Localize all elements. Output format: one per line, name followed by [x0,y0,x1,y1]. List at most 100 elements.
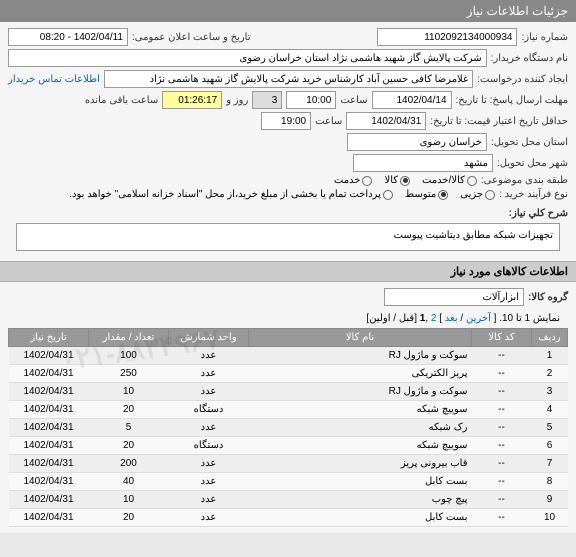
pager-prev: قبل [399,313,414,324]
validity-date-field: 1402/04/31 [346,112,426,130]
table-cell: پریز الکتریکی [249,365,472,383]
table-cell: 1402/04/31 [9,419,89,437]
pager-last[interactable]: آخرین [466,313,491,324]
table-cell: عدد [169,509,249,527]
table-cell: 5 [532,419,568,437]
table-cell: عدد [169,365,249,383]
table-cell: 8 [532,473,568,491]
table-cell: عدد [169,473,249,491]
buyer-field: شرکت پالایش گاز شهید هاشمی نژاد استان خر… [8,49,487,67]
table-cell: 1 [532,347,568,365]
table-cell: 4 [532,401,568,419]
process-opt-2[interactable]: پرداخت تمام یا بخشی از مبلغ خرید،از محل … [69,189,393,200]
table-cell: 10 [89,491,169,509]
table-cell: 1402/04/31 [9,491,89,509]
table-cell: 7 [532,455,568,473]
table-cell: 1402/04/31 [9,473,89,491]
remain-label: ساعت باقی مانده [85,95,158,106]
form-area: شماره نیاز: 1102092134000934 تاریخ و ساع… [0,22,576,261]
remain-time-field: 01:26:17 [162,91,222,109]
table-cell: 1402/04/31 [9,401,89,419]
validity-time-field: 19:00 [261,112,311,130]
pager: نمایش 1 تا 10. [ آخرین / بعد ] 2 ,1 [قبل… [8,309,568,328]
city-field: مشهد [353,154,493,172]
province-label: استان محل تحویل: [491,137,568,148]
page-title: جزئیات اطلاعات نیاز [467,4,568,18]
budget-opt-0[interactable]: کالا/خدمت [422,175,477,186]
table-cell: 20 [89,401,169,419]
validity-label: حداقل تاریخ اعتبار قیمت: تا تاریخ: [430,116,568,127]
page-header: جزئیات اطلاعات نیاز [0,0,576,22]
table-row[interactable]: 9--پیچ چوبعدد101402/04/31 [9,491,568,509]
table-cell: -- [472,419,532,437]
table-cell: رک شبکه [249,419,472,437]
deadline-time-field: 10:00 [286,91,336,109]
table-cell: سوییچ شبکه [249,401,472,419]
table-row[interactable]: 7--قاب بیرونی پریزعدد2001402/04/31 [9,455,568,473]
buyer-label: نام دستگاه خریدار: [491,53,568,64]
table-cell: 1402/04/31 [9,509,89,527]
table-cell: 20 [89,509,169,527]
process-opt-1[interactable]: متوسط [405,189,448,200]
days-label: روز و [226,95,248,106]
table-cell: -- [472,365,532,383]
table-cell: 2 [532,365,568,383]
group-field: ابزارآلات [384,288,524,306]
budget-radio-group: کالا/خدمت کالا خدمت [334,175,477,186]
table-cell: -- [472,401,532,419]
time-label-1: ساعت [340,95,367,106]
table-row[interactable]: 8--بست کابلعدد401402/04/31 [9,473,568,491]
announce-field: 1402/04/11 - 08:20 [8,28,128,46]
creator-label: ایجاد کننده درخواست: [477,74,568,85]
section-items-title: اطلاعات کالاهای مورد نیاز [0,261,576,282]
table-row[interactable]: 3--سوکت و ماژول RJعدد101402/04/31 [9,383,568,401]
table-cell: 6 [532,437,568,455]
table-row[interactable]: 4--سوییچ شبکهدستگاه201402/04/31 [9,401,568,419]
table-row[interactable]: 6--سوییچ شبکهدستگاه201402/04/31 [9,437,568,455]
table-cell: 200 [89,455,169,473]
city-label: شهر محل تحویل: [497,158,568,169]
need-no-label: شماره نیاز: [521,32,568,43]
table-cell: دستگاه [169,401,249,419]
process-opt-0[interactable]: جزیی [460,189,495,200]
table-cell: -- [472,491,532,509]
table-row[interactable]: 5--رک شبکهعدد51402/04/31 [9,419,568,437]
contact-link[interactable]: اطلاعات تماس خریدار [8,74,100,85]
table-cell: -- [472,437,532,455]
table-cell: 1402/04/31 [9,383,89,401]
table-cell: سوکت و ماژول RJ [249,383,472,401]
table-cell: 10 [89,383,169,401]
th-row: ردیف [532,329,568,347]
desc-box: تجهیزات شبکه مطابق دیتاشیت پیوست [16,223,560,251]
process-radio-group: جزیی متوسط پرداخت تمام یا بخشی از مبلغ خ… [69,189,495,200]
table-cell: 9 [532,491,568,509]
table-cell: 5 [89,419,169,437]
announce-label: تاریخ و ساعت اعلان عمومی: [132,32,251,43]
province-field: خراسان رضوی [347,133,487,151]
table-cell: 1402/04/31 [9,437,89,455]
need-no-field: 1102092134000934 [377,28,517,46]
days-field: 3 [252,91,282,109]
table-cell: دستگاه [169,437,249,455]
table-row[interactable]: 10--بست کابلعدد201402/04/31 [9,509,568,527]
deadline-date-field: 1402/04/14 [372,91,452,109]
table-cell: پیچ چوب [249,491,472,509]
deadline-label: مهلت ارسال پاسخ: تا تاریخ: [456,95,568,106]
pager-first: اولین [369,313,390,324]
budget-opt-2[interactable]: خدمت [334,175,373,186]
table-cell: 1402/04/31 [9,455,89,473]
desc-label: شرح کلي نياز: [509,208,568,219]
table-cell: عدد [169,455,249,473]
table-cell: -- [472,455,532,473]
table-cell: بست کابل [249,473,472,491]
pager-next[interactable]: بعد [445,313,458,324]
table-cell: 3 [532,383,568,401]
process-label: نوع فرآیند خرید : [499,189,568,200]
creator-field: غلامرضا کافی حسین آباد کارشناس خرید شرکت… [104,70,473,88]
budget-opt-1[interactable]: کالا [384,175,410,186]
table-cell: 10 [532,509,568,527]
table-cell: عدد [169,491,249,509]
group-label: گروه کالا: [528,292,568,303]
table-cell: 40 [89,473,169,491]
time-label-2: ساعت [315,116,342,127]
